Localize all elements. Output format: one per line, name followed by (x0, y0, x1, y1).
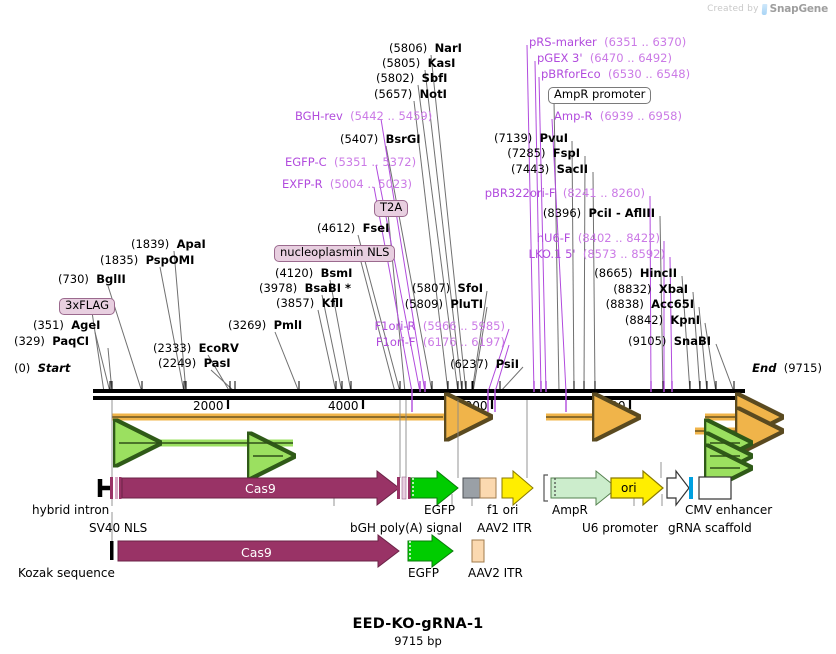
enzyme-label-apai: (1839) ApaI (131, 237, 206, 251)
feature-aav2-itr-2 (471, 539, 485, 563)
feature-label-aav2-itr: AAV2 ITR (477, 521, 532, 535)
enzyme-label-ecorv: (2333) EcoRV (153, 341, 239, 355)
feature-label-u6-promoter: U6 promoter (582, 521, 658, 535)
feature-ampr-arrow (550, 469, 618, 507)
enzyme-label-sacii: (7443) SacII (511, 162, 588, 176)
primer-label-prs-marker: pRS-marker (6351 .. 6370) (529, 35, 687, 49)
primer-label-pbr322ori-f: pBR322ori-F (8241 .. 8260) (484, 186, 645, 200)
primer-label-pbrforeco: pBRforEco (6530 .. 6548) (541, 67, 691, 81)
feature-f1-ori-arrow (501, 469, 534, 507)
primer-label-exfp-r: EXFP-R (5004 .. 5023) (282, 177, 413, 191)
snapgene-watermark: Created by SnapGene (707, 3, 828, 15)
enzyme-label-psii: (6237) PsiI (450, 357, 519, 371)
enzyme-label-pcii-afliii: (8396) PciI - AflIII (542, 206, 655, 220)
sequence-start-label: (0) Start (14, 361, 71, 375)
feature-kozak (110, 541, 114, 560)
enzyme-label-fsei: (4612) FseI (317, 221, 390, 235)
ruler-tick-2000: 2000 (193, 399, 224, 413)
feature-bgh-polya (408, 477, 411, 499)
primer-label-bgh-rev: BGH-rev (5442 .. 5459) (295, 109, 433, 123)
primer-label-pgex-3: pGEX 3' (6470 .. 6492) (537, 51, 672, 65)
enzyme-label-snabi: (9105) SnaBI (628, 334, 711, 348)
enzyme-label-kpni: (8842) KpnI (624, 313, 700, 327)
enzyme-label-pluti: (5809) PluTI (404, 297, 483, 311)
primer-label-lko-1-5: LKO.1 5' (8573 .. 8592) (528, 247, 665, 261)
feature-box-label-t2a: T2A (374, 200, 409, 217)
enzyme-label-agei: (351) AgeI (33, 318, 101, 332)
watermark-brand: SnapGene (769, 3, 829, 15)
feature-ori-arrow (610, 469, 664, 507)
enzyme-label-bsmi: (4120) BsmI (275, 266, 353, 280)
enzyme-label-sbfi: (5802) SbfI (376, 71, 448, 85)
feature-cas9-inline-label-2: Cas9 (241, 545, 272, 560)
feature-label-aav2-itr: AAV2 ITR (468, 566, 523, 580)
enzyme-label-xbai: (8832) XbaI (613, 282, 688, 296)
feature-label-hybrid-intron: hybrid intron (32, 503, 110, 517)
page-subtitle: 9715 bp (394, 634, 442, 648)
feature-egfp-arrow-2 (407, 533, 454, 569)
enzyme-label-pasi: (2249) PasI (158, 356, 231, 370)
enzyme-label-pmli: (3269) PmlI (228, 318, 303, 332)
primer-label-f1ori-f: F1ori-F (6176 .. 6197) (375, 335, 505, 349)
enzyme-label-sfoi: (5807) SfoI (411, 281, 483, 295)
feature-ori-inline-label: ori (621, 481, 637, 495)
enzyme-label-fspi: (7285) FspI (507, 146, 580, 160)
enzyme-label-noti: (5657) NotI (374, 87, 447, 101)
feature-cas9-inline-label: Cas9 (245, 481, 276, 496)
feature-egfp-arrow (410, 469, 459, 507)
ruler-tick-4000: 4000 (328, 399, 359, 413)
feature-box-label-ampr-promoter: AmpR promoter (548, 87, 652, 104)
page-title: EED-KO-gRNA-1 (352, 616, 484, 632)
feature-grna-scaffold (666, 469, 693, 507)
feature-cas9-arrow-2 (117, 533, 400, 569)
primer-label-f1ori-r: F1ori-R (5966 .. 5985) (374, 319, 505, 333)
feature-label-egfp: EGFP (408, 566, 440, 580)
enzyme-label-kasi: (5805) KasI (382, 56, 456, 70)
feature-label-kozak-sequence: Kozak sequence (18, 566, 115, 580)
enzyme-label-nari: (5806) NarI (389, 41, 462, 55)
feature-aav2-itr-tan (479, 477, 497, 499)
enzyme-label-kfli: (3857) KflI (276, 296, 344, 310)
feature-label-cmv-enhancer: CMV enhancer (685, 503, 773, 517)
primer-label-egfp-c: EGFP-C (5351 .. 5372) (285, 155, 417, 169)
enzyme-label-paqci: (329) PaqCI (14, 334, 90, 348)
feature-label-ampr: AmpR (552, 503, 588, 517)
enzyme-label-bsrgi: (5407) BsrGI (340, 132, 421, 146)
feature-cas9-arrow (121, 469, 400, 507)
feature-label-f1-ori: f1 ori (487, 503, 519, 517)
feature-label-egfp: EGFP (424, 503, 456, 517)
feature-box-label-3xflag: 3xFLAG (59, 298, 115, 315)
enzyme-label-hincii: (8665) HincII (594, 266, 677, 280)
watermark-prefix: Created by (707, 4, 759, 14)
enzyme-label-acc65i: (8838) Acc65I (605, 297, 694, 311)
feature-cmv-enhancer (698, 476, 732, 500)
feature-label-bgh-poly-a-signal: bGH poly(A) signal (350, 521, 463, 535)
enzyme-label-bsabi: (3978) BsaBI * (259, 281, 351, 295)
enzyme-label-pspomi: (1835) PspOMI (100, 253, 195, 267)
feature-label-grna-scaffold: gRNA scaffold (668, 521, 752, 535)
primer-label-amp-r: Amp-R (6939 .. 6958) (554, 109, 682, 123)
feature-label-sv40-nls: SV40 NLS (89, 521, 148, 535)
feature-box-label-nucleoplasmin-nls: nucleoplasmin NLS (274, 245, 396, 262)
primer-label-hu6-f: hU6-F (8402 .. 8422) (536, 231, 660, 245)
sequence-end-label: End (9715) (752, 361, 822, 375)
enzyme-label-bglii: (730) BglII (58, 272, 126, 286)
enzyme-label-pvui: (7139) PvuI (494, 131, 568, 145)
feature-sv40-nls (110, 477, 113, 499)
